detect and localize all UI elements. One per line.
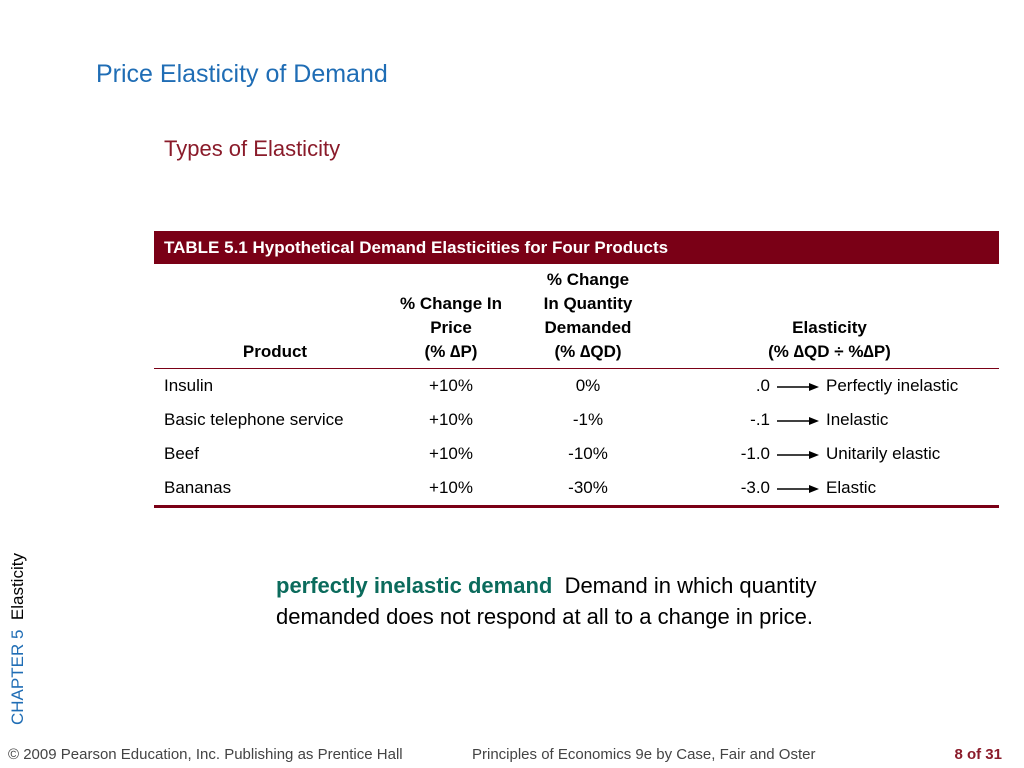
slide-subtitle: Types of Elasticity xyxy=(164,136,341,161)
footer: © 2009 Pearson Education, Inc. Publishin… xyxy=(0,744,1024,768)
cell-elasticity: -1.0 xyxy=(740,444,770,463)
header-qty-line4: (% ∆QD) xyxy=(554,342,622,361)
table-row: Bananas +10% -30% -3.0 Elastic xyxy=(154,471,999,507)
cell-quantity-change: 0% xyxy=(575,376,601,395)
cell-elasticity-type: Inelastic xyxy=(826,410,889,429)
cell-quantity-change: -1% xyxy=(572,410,604,429)
cell-elasticity-type: Elastic xyxy=(826,478,877,497)
arrow-right-icon xyxy=(770,403,826,437)
arrow-right-icon xyxy=(770,471,826,507)
definition-text: Demand in which quantity demanded does n… xyxy=(276,573,817,629)
header-qty-line2: In Quantity xyxy=(543,294,633,313)
table-row: Insulin +10% 0% .0 Perfectly inelastic xyxy=(154,369,999,404)
chapter-topic: Elasticity xyxy=(8,553,27,621)
arrow-right-icon xyxy=(770,369,826,404)
slide-title: Price Elasticity of Demand xyxy=(96,60,388,88)
header-price-line1: % Change In xyxy=(399,294,502,313)
cell-price-change: +10% xyxy=(429,376,473,395)
cell-quantity-change: -10% xyxy=(568,444,608,463)
header-qty-line3: Demanded xyxy=(544,318,632,337)
header-price: % Change In Price (% ∆P) xyxy=(386,264,516,369)
footer-book: Principles of Economics 9e by Case, Fair… xyxy=(472,746,816,763)
cell-elasticity-type: Unitarily elastic xyxy=(826,444,941,463)
header-elasticity-line1: Elasticity xyxy=(792,318,867,337)
cell-product: Insulin xyxy=(164,376,214,395)
header-price-line2: Price xyxy=(430,318,472,337)
definition-term: perfectly inelastic demand xyxy=(276,573,553,598)
cell-quantity-change: -30% xyxy=(568,478,608,497)
cell-price-change: +10% xyxy=(429,444,473,463)
cell-product: Bananas xyxy=(164,478,232,497)
table-row: Basic telephone service +10% -1% -.1 Inelast… xyxy=(154,403,999,437)
table-row: Beef +10% -10% -1.0 Unitarily elastic xyxy=(154,437,999,471)
table-body: Insulin +10% 0% .0 Perfectly inelastic Basic … xyxy=(154,369,999,507)
elasticity-table: TABLE 5.1 Hypothetical Demand Elasticiti… xyxy=(154,231,999,508)
cell-price-change: +10% xyxy=(429,410,473,429)
cell-product: Basic telephone service xyxy=(164,410,344,429)
definition-box: perfectly inelastic demand Demand in whi… xyxy=(276,570,836,632)
cell-elasticity: -.1 xyxy=(750,410,770,429)
arrow-right-icon xyxy=(770,437,826,471)
cell-elasticity-type: Perfectly inelastic xyxy=(826,376,959,395)
cell-product: Beef xyxy=(164,444,199,463)
header-product: Product xyxy=(154,264,386,369)
footer-copyright: © 2009 Pearson Education, Inc. Publishin… xyxy=(8,746,403,763)
chapter-number: CHAPTER 5 xyxy=(8,629,27,725)
cell-elasticity: .0 xyxy=(755,376,770,395)
header-price-line3: (% ∆P) xyxy=(424,342,478,361)
cell-elasticity: -3.0 xyxy=(740,478,770,497)
header-qty-line1: % Change xyxy=(546,270,630,289)
header-product-label: Product xyxy=(242,342,308,361)
table-caption: TABLE 5.1 Hypothetical Demand Elasticiti… xyxy=(154,231,999,264)
chapter-sidebar: CHAPTER 5 Elasticity xyxy=(8,553,28,725)
header-elasticity: Elasticity (% ∆QD ÷ %∆P) xyxy=(660,264,999,369)
header-quantity: % Change In Quantity Demanded (% ∆QD) xyxy=(516,264,660,369)
page-number: 8 of 31 xyxy=(954,746,1002,763)
table-header-row: Product % Change In Price (% ∆P) % Chang… xyxy=(154,264,999,369)
header-elasticity-line2: (% ∆QD ÷ %∆P) xyxy=(768,342,891,361)
cell-price-change: +10% xyxy=(429,478,473,497)
